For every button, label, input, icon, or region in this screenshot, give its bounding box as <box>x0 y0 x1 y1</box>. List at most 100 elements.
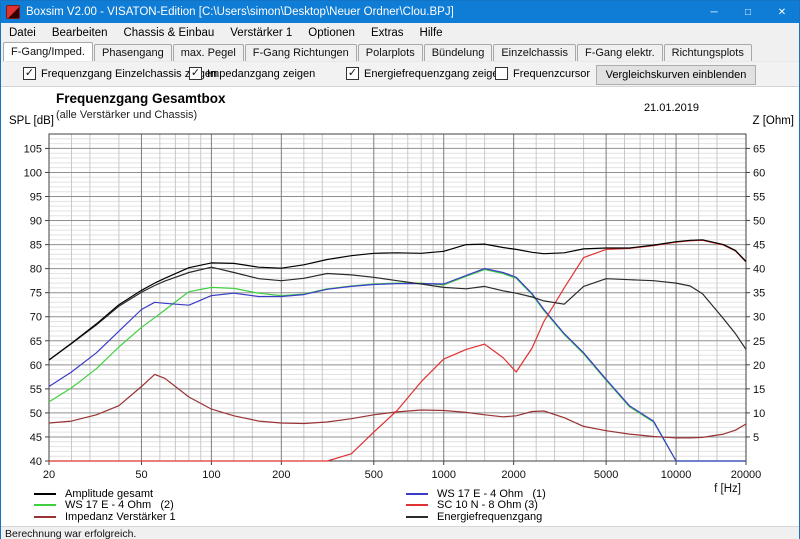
legend-swatch <box>34 493 56 495</box>
y-right-tick-label: 30 <box>753 312 765 324</box>
legend-column-right: WS 17 E - 4 Ohm (1)SC 10 N - 8 Ohm (3)En… <box>406 488 546 523</box>
checkbox-label: Energiefrequenzgang zeigen <box>364 68 505 80</box>
checkbox-label: Impedanzgang zeigen <box>207 68 315 80</box>
y-left-tick-label: 105 <box>24 143 42 155</box>
window-title: Boxsim V2.00 - VISATON-Edition [C:\Users… <box>26 6 697 18</box>
legend-label: Energiefrequenzgang <box>437 511 542 523</box>
legend-swatch <box>34 504 56 506</box>
legend-label: SC 10 N - 8 Ohm (3) <box>437 499 538 511</box>
minimize-button[interactable]: ─ <box>697 1 731 23</box>
legend-item-amplitude-gesamt: Amplitude gesamt <box>34 488 176 500</box>
close-button[interactable]: ✕ <box>765 1 799 23</box>
app-window: Boxsim V2.00 - VISATON-Edition [C:\Users… <box>0 0 800 539</box>
vergleichskurven-button[interactable]: Vergleichskurven einblenden <box>596 65 756 85</box>
y-left-tick-label: 45 <box>30 432 42 444</box>
y-right-tick-label: 15 <box>753 384 765 396</box>
menu-item-hilfe[interactable]: Hilfe <box>412 25 451 41</box>
y-left-tick-label: 55 <box>30 384 42 396</box>
tab-strip: F-Gang/Imped.Phasengangmax. PegelF-Gang … <box>1 42 799 61</box>
legend-swatch <box>406 504 428 506</box>
y-left-tick-label: 90 <box>30 216 42 228</box>
y-left-tick-label: 70 <box>30 312 42 324</box>
x-axis-label: f [Hz] <box>714 483 741 495</box>
tab-richtungsplots[interactable]: Richtungsplots <box>664 44 752 61</box>
legend-item-impedanz-verst-rker-1: Impedanz Verstärker 1 <box>34 511 176 523</box>
x-tick-label: 200 <box>272 469 290 481</box>
tab-b-ndelung[interactable]: Bündelung <box>424 44 493 61</box>
tab-polarplots[interactable]: Polarplots <box>358 44 423 61</box>
y-left-tick-label: 65 <box>30 336 42 348</box>
y-right-tick-label: 5 <box>753 432 759 444</box>
y-left-tick-label: 100 <box>24 167 42 179</box>
legend-item-ws-17-e-4-ohm-1: WS 17 E - 4 Ohm (1) <box>406 488 546 500</box>
legend-item-ws-17-e-4-ohm-2: WS 17 E - 4 Ohm (2) <box>34 500 176 512</box>
display-options-toolbar: Vergleichskurven einblenden ✓Frequenzgan… <box>1 61 799 87</box>
status-bar: Berechnung war erfolgreich. <box>1 526 799 539</box>
y-left-tick-label: 80 <box>30 264 42 276</box>
tab-max-pegel[interactable]: max. Pegel <box>173 44 244 61</box>
x-tick-label: 2000 <box>501 469 525 481</box>
menu-item-chassis-einbau[interactable]: Chassis & Einbau <box>115 25 222 41</box>
menu-item-bearbeiten[interactable]: Bearbeiten <box>44 25 116 41</box>
tab-einzelchassis[interactable]: Einzelchassis <box>493 44 576 61</box>
y-right-tick-label: 25 <box>753 336 765 348</box>
checkbox-box[interactable]: ✓ <box>346 67 359 80</box>
curve-amplitude-gesamt <box>49 240 746 360</box>
legend-swatch <box>34 516 56 518</box>
menu-bar: DateiBearbeitenChassis & EinbauVerstärke… <box>1 23 799 42</box>
legend-item-energiefrequenzgang: Energiefrequenzgang <box>406 511 546 523</box>
y-right-tick-label: 45 <box>753 240 765 252</box>
x-tick-label: 1000 <box>431 469 455 481</box>
menu-item-optionen[interactable]: Optionen <box>300 25 363 41</box>
status-text: Berechnung war erfolgreich. <box>5 528 136 539</box>
checkbox-box[interactable]: ✓ <box>189 67 202 80</box>
chart-panel: Frequenzgang Gesamtbox (alle Verstärker … <box>1 87 799 526</box>
y-right-tick-label: 20 <box>753 360 765 372</box>
checkbox-impedanzgang-zeigen[interactable]: ✓ Impedanzgang zeigen <box>189 67 315 80</box>
legend-swatch <box>406 516 428 518</box>
checkbox-box[interactable] <box>495 67 508 80</box>
legend-column-left: Amplitude gesamtWS 17 E - 4 Ohm (2)Imped… <box>34 488 176 523</box>
legend-label: Amplitude gesamt <box>65 488 153 500</box>
legend-label: WS 17 E - 4 Ohm (1) <box>437 488 546 500</box>
legend-label: Impedanz Verstärker 1 <box>65 511 176 523</box>
maximize-button[interactable]: □ <box>731 1 765 23</box>
x-tick-label: 50 <box>135 469 147 481</box>
legend-label: WS 17 E - 4 Ohm (2) <box>65 499 174 511</box>
y-right-tick-label: 40 <box>753 264 765 276</box>
y-right-tick-label: 65 <box>753 143 765 155</box>
y-left-tick-label: 50 <box>30 408 42 420</box>
checkbox-frequenzcursor[interactable]: Frequenzcursor <box>495 67 590 80</box>
y-right-tick-label: 60 <box>753 167 765 179</box>
tab-f-gang-imped[interactable]: F-Gang/Imped. <box>3 42 93 61</box>
y-left-tick-label: 75 <box>30 288 42 300</box>
y-left-tick-label: 40 <box>30 456 42 468</box>
legend-item-sc-10-n-8-ohm-3: SC 10 N - 8 Ohm (3) <box>406 500 546 512</box>
title-bar: Boxsim V2.00 - VISATON-Edition [C:\Users… <box>1 1 799 23</box>
x-tick-label: 5000 <box>594 469 618 481</box>
x-tick-label: 500 <box>365 469 383 481</box>
x-tick-label: 20000 <box>731 469 762 481</box>
y-right-tick-label: 35 <box>753 288 765 300</box>
checkbox-energiefrequenzgang-zeigen[interactable]: ✓ Energiefrequenzgang zeigen <box>346 67 505 80</box>
menu-item-verst-rker-1[interactable]: Verstärker 1 <box>222 25 300 41</box>
x-tick-label: 10000 <box>661 469 692 481</box>
tab-f-gang-richtungen[interactable]: F-Gang Richtungen <box>245 44 357 61</box>
tab-phasengang[interactable]: Phasengang <box>94 44 172 61</box>
y-left-tick-label: 95 <box>30 192 42 204</box>
checkbox-box[interactable]: ✓ <box>23 67 36 80</box>
legend-swatch <box>406 493 428 495</box>
tab-f-gang-elektr[interactable]: F-Gang elektr. <box>577 44 663 61</box>
app-icon <box>6 5 20 19</box>
menu-item-extras[interactable]: Extras <box>363 25 412 41</box>
x-tick-label: 100 <box>202 469 220 481</box>
y-left-tick-label: 60 <box>30 360 42 372</box>
y-left-tick-label: 85 <box>30 240 42 252</box>
menu-item-datei[interactable]: Datei <box>1 25 44 41</box>
chart-plot: 40 45 50 55 60 65 70 75 80 85 90 95 100 105 5 10 15 20 25 3… <box>1 87 800 526</box>
y-right-tick-label: 50 <box>753 216 765 228</box>
y-right-tick-label: 55 <box>753 192 765 204</box>
x-tick-label: 20 <box>43 469 55 481</box>
y-right-tick-label: 10 <box>753 408 765 420</box>
checkbox-frequenzgang-einzelchassis-zeigen[interactable]: ✓Frequenzgang Einzelchassis zeigen <box>23 67 217 80</box>
